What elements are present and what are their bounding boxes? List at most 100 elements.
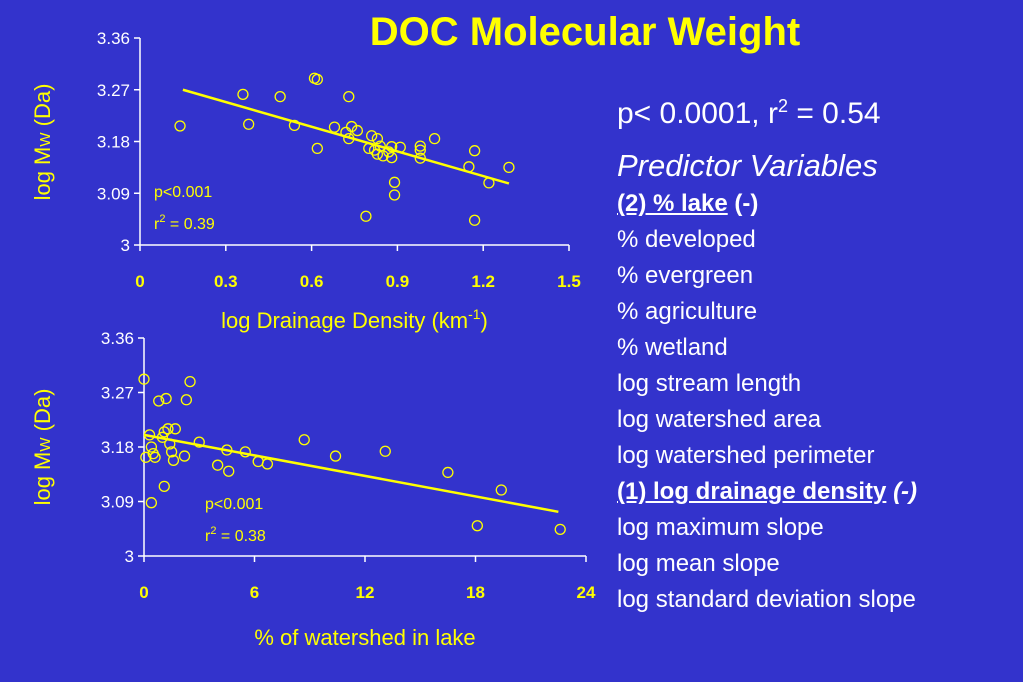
predictor-item: log mean slope: [617, 546, 917, 582]
data-point: [193, 436, 205, 448]
data-point: [363, 142, 375, 155]
overall-stats: p< 0.0001, r2 = 0.54: [617, 84, 917, 136]
data-point: [386, 141, 398, 153]
data-point: [343, 132, 355, 145]
data-point: [158, 426, 170, 438]
data-point: [178, 450, 191, 462]
data-point: [162, 423, 174, 435]
y-tick-label: 3.36: [101, 329, 134, 348]
data-point: [414, 152, 426, 164]
data-point: [388, 189, 401, 201]
data-point: [386, 151, 398, 164]
y-axis-label: log MW (Da): [30, 84, 55, 201]
data-point: [377, 150, 389, 162]
data-point: [164, 438, 176, 450]
data-point: [149, 451, 161, 463]
x-tick-label: 1.5: [557, 272, 581, 291]
annotation-r2: r2 = 0.38: [205, 525, 266, 545]
data-point: [311, 73, 323, 86]
predictor-item: % agriculture: [617, 294, 917, 330]
data-point: [143, 429, 156, 441]
x-axis-label: log Drainage Density (km-1): [221, 306, 488, 333]
data-point: [483, 177, 495, 189]
predictor-sign: (-): [893, 478, 918, 505]
data-point: [468, 214, 481, 226]
data-point: [428, 132, 441, 145]
data-point: [180, 394, 193, 406]
data-point: [167, 454, 180, 466]
x-tick-label: 12: [356, 583, 375, 602]
y-tick-label: 3.09: [97, 184, 130, 203]
y-tick-label: 3.18: [97, 133, 130, 152]
data-point: [345, 120, 358, 133]
data-point: [239, 446, 251, 458]
data-point: [156, 431, 169, 443]
predictor-item: % wetland: [617, 330, 917, 366]
data-point: [463, 161, 475, 173]
data-point: [368, 144, 381, 156]
data-point: [340, 126, 352, 138]
data-point: [243, 118, 255, 130]
x-tick-label: 0.6: [300, 272, 324, 291]
data-point: [261, 458, 274, 470]
data-point: [153, 395, 165, 407]
trend-line: [182, 88, 510, 185]
y-tick-label: 3.18: [101, 438, 134, 457]
data-point: [468, 145, 481, 157]
data-point: [471, 520, 483, 532]
data-point: [328, 121, 341, 133]
predictor-item: % evergreen: [617, 258, 917, 294]
annotation-p: p<0.001: [205, 496, 263, 513]
data-point: [329, 450, 342, 462]
data-point: [414, 144, 426, 156]
data-point: [237, 88, 249, 100]
x-tick-label: 18: [466, 583, 485, 602]
x-tick-label: 1.2: [471, 272, 495, 291]
predictor-panel: p< 0.0001, r2 = 0.54 Predictor Variables…: [617, 84, 917, 618]
predictor-name: log maximum slope: [617, 514, 824, 541]
data-point: [442, 466, 454, 479]
slide-title: DOC Molecular Weight: [369, 10, 801, 54]
data-point: [503, 161, 515, 174]
data-point: [388, 176, 401, 188]
data-point: [165, 446, 178, 458]
x-tick-label: 0: [135, 272, 144, 291]
data-point: [495, 484, 507, 496]
y-tick-label: 3: [125, 547, 134, 566]
data-point: [351, 124, 364, 137]
predictor-name: log watershed area: [617, 406, 822, 433]
y-axis-label: log MW (Da): [30, 389, 55, 506]
data-point: [212, 459, 224, 471]
data-point: [288, 119, 301, 132]
data-point: [343, 91, 355, 103]
x-tick-label: 0.3: [214, 272, 238, 291]
predictor-name: % developed: [617, 226, 756, 253]
annotation-p: p<0.001: [154, 184, 212, 201]
x-axis-label: % of watershed in lake: [254, 625, 475, 650]
data-point: [274, 91, 286, 103]
predictor-item: log stream length: [617, 366, 917, 402]
predictor-sign: (-): [734, 190, 759, 217]
predictor-item: (2) % lake (-): [617, 186, 917, 222]
stats-p: p< 0.0001, r: [617, 97, 778, 130]
data-point: [158, 480, 170, 493]
data-point: [169, 423, 181, 435]
data-point: [379, 445, 391, 457]
data-point: [138, 373, 150, 385]
data-point: [554, 523, 566, 536]
predictor-name: (1) log drainage density: [617, 478, 887, 505]
data-point: [160, 392, 172, 405]
predictor-name: log watershed perimeter: [617, 442, 875, 469]
x-tick-label: 6: [250, 583, 259, 602]
predictor-item: % developed: [617, 222, 917, 258]
data-point: [184, 375, 196, 388]
y-tick-label: 3: [121, 236, 130, 255]
predictor-heading: Predictor Variables: [617, 148, 878, 183]
y-tick-label: 3.27: [97, 81, 130, 100]
x-tick-label: 0.9: [386, 272, 410, 291]
data-point: [311, 142, 323, 155]
predictor-list: (2) % lake (-) % developed % evergreen % ag…: [617, 186, 917, 618]
predictor-name: % wetland: [617, 334, 728, 361]
data-point: [366, 130, 378, 142]
